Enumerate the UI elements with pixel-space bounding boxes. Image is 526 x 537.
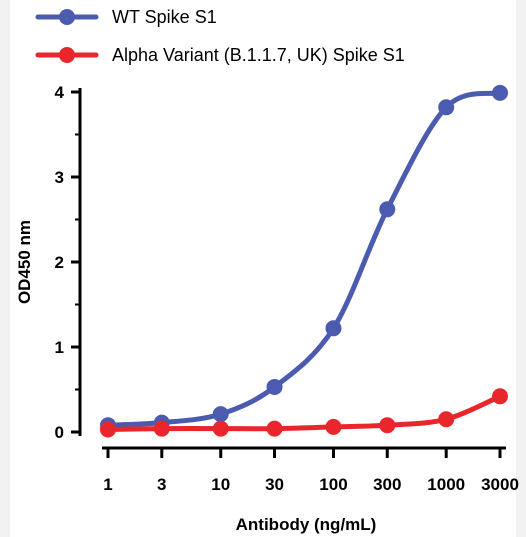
y-tick-label-4: 4 — [55, 83, 65, 102]
series-0-point-3000 — [492, 84, 508, 101]
x-tick-label-10: 10 — [211, 475, 230, 494]
series-1-point-1000 — [438, 411, 455, 428]
series-1-point-3000 — [492, 388, 508, 405]
y-tick-label-0: 0 — [55, 423, 64, 442]
series-1-point-30 — [266, 420, 283, 437]
x-tick-label-100: 100 — [319, 475, 347, 494]
series-0-point-30 — [266, 378, 283, 395]
left-margin — [0, 0, 10, 537]
x-tick-label-300: 300 — [373, 475, 401, 494]
series-0-point-300 — [379, 201, 396, 218]
x-tick-label-1: 1 — [103, 475, 112, 494]
x-tick-label-30: 30 — [265, 475, 284, 494]
y-tick-label-3: 3 — [55, 168, 64, 187]
series-1-point-1 — [100, 421, 116, 438]
x-tick-label-3: 3 — [157, 475, 166, 494]
right-margin — [516, 0, 526, 537]
legend-label-wt: WT Spike S1 — [112, 7, 217, 27]
y-tick-label-2: 2 — [55, 253, 64, 272]
y-axis-title: OD450 nm — [15, 220, 34, 304]
series-layer — [100, 84, 508, 438]
legend-marker-alpha — [59, 47, 75, 63]
x-tick-label-3000: 3000 — [481, 475, 519, 494]
x-tick-label-1000: 1000 — [427, 475, 465, 494]
series-1-point-10 — [212, 420, 229, 437]
series-1-point-3 — [153, 420, 170, 437]
y-tick-label-1: 1 — [55, 338, 64, 357]
axes: 0 1 2 3 4 1 3 10 30 100 300 1000 3000 — [55, 83, 519, 494]
series-1-point-300 — [379, 417, 396, 434]
x-axis-title: Antibody (ng/mL) — [236, 515, 377, 534]
series-0-point-10 — [212, 406, 229, 423]
series-line-0 — [105, 90, 503, 428]
series-1-point-100 — [325, 418, 342, 435]
series-0-point-100 — [325, 320, 342, 337]
series-0-point-1000 — [438, 99, 455, 116]
legend-marker-wt — [59, 9, 75, 25]
legend: WT Spike S1 Alpha Variant (B.1.1.7, UK) … — [35, 7, 405, 65]
legend-label-alpha: Alpha Variant (B.1.1.7, UK) Spike S1 — [112, 45, 405, 65]
